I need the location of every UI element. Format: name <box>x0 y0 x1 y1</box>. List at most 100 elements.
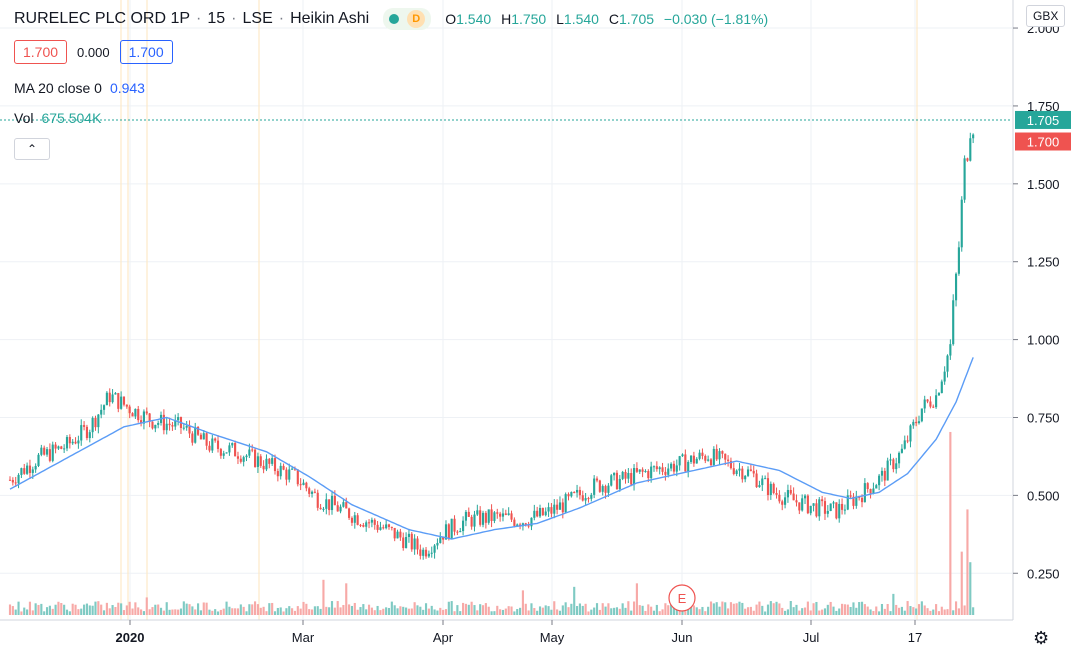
candle <box>880 467 884 482</box>
x-tick-label: Jun <box>672 630 693 645</box>
sell-price-button[interactable]: 1.700 <box>14 40 68 64</box>
volume-bar <box>114 606 117 615</box>
volume-bar <box>604 606 607 615</box>
volume-bar <box>208 609 211 615</box>
separator: · <box>196 10 202 27</box>
symbol-legend[interactable]: RURELEC PLC ORD 1P · 15 · LSE · Heikin A… <box>14 8 768 30</box>
candle <box>687 460 690 478</box>
candle <box>744 474 747 483</box>
candle <box>556 499 559 515</box>
candle <box>370 517 373 528</box>
candle <box>117 392 120 413</box>
volume-bar <box>396 608 399 615</box>
volume-bar <box>302 601 305 615</box>
svg-text:1.700: 1.700 <box>1027 135 1060 150</box>
candle <box>385 520 388 530</box>
volume-bar <box>28 601 32 615</box>
bid-ask-row: 1.700 0.000 1.700 <box>14 40 183 64</box>
candle <box>68 434 71 449</box>
candle <box>781 499 784 511</box>
candle <box>695 457 698 464</box>
candle <box>655 461 658 472</box>
candle <box>538 504 542 518</box>
candle <box>251 444 254 453</box>
interval-label[interactable]: 15 <box>207 10 226 27</box>
chart-style-label[interactable]: Heikin Ashi <box>290 10 370 27</box>
candle <box>319 503 322 510</box>
time-axis[interactable]: 2020 Mar Apr May Jun Jul 17 <box>0 619 1013 645</box>
gear-icon[interactable]: ⚙ <box>1033 628 1050 648</box>
candle <box>553 499 556 519</box>
candle <box>652 465 656 472</box>
candle <box>222 450 225 459</box>
candle <box>510 510 513 522</box>
volume-bar <box>367 604 371 615</box>
candle <box>137 405 140 423</box>
volume-bar <box>390 601 393 615</box>
volume-bar <box>544 605 547 615</box>
volume-bar <box>775 601 778 615</box>
volume-bar <box>769 601 772 615</box>
volume-bar <box>727 608 730 615</box>
volume-bar <box>424 603 428 615</box>
candle <box>499 511 502 522</box>
volume-bar <box>618 608 621 615</box>
candle <box>197 425 200 436</box>
volume-bar <box>393 605 396 615</box>
volume-bar <box>732 603 735 615</box>
candle <box>732 462 735 476</box>
candle <box>852 493 855 510</box>
volume-bar <box>433 609 436 615</box>
volume-bar <box>34 603 37 615</box>
candle <box>917 415 921 425</box>
volume-bar <box>587 611 590 615</box>
volume-bar <box>952 610 955 615</box>
volume-bar <box>325 606 328 615</box>
volume-bar <box>704 611 707 615</box>
volume-bar <box>929 610 932 615</box>
volume-bar <box>31 610 34 615</box>
candle <box>23 463 26 475</box>
volume-bar <box>120 603 123 615</box>
volume-bar <box>764 611 767 615</box>
volume-bar <box>430 605 433 615</box>
volume-bar <box>111 605 114 615</box>
ma-legend[interactable]: MA 20 close 0 0.943 <box>14 80 145 96</box>
volume-bar <box>541 607 544 615</box>
volume-bar <box>963 605 966 615</box>
currency-button[interactable]: GBX <box>1026 5 1066 27</box>
volume-bar <box>462 602 465 615</box>
candle <box>507 507 510 516</box>
candle <box>886 457 889 481</box>
volume-bar <box>202 602 205 615</box>
candle <box>496 508 499 519</box>
volume-bar <box>866 606 869 615</box>
candle <box>909 424 912 448</box>
volume-bar <box>915 608 918 615</box>
candle <box>729 457 733 470</box>
candle <box>37 453 40 468</box>
market-status-pill[interactable]: D <box>383 8 432 30</box>
candle <box>593 475 596 499</box>
volume-bar <box>197 603 200 615</box>
symbol-name[interactable]: RURELEC PLC ORD 1P <box>14 10 191 27</box>
volume-bar <box>85 603 89 615</box>
candle <box>310 490 314 498</box>
volume-legend[interactable]: Vol 675.504K <box>14 110 101 126</box>
candle <box>125 404 128 409</box>
candle <box>878 473 881 491</box>
volume-bar <box>26 609 29 615</box>
collapse-legend-button[interactable]: ⌃ <box>14 138 50 160</box>
volume-bar <box>818 610 821 615</box>
buy-price-button[interactable]: 1.700 <box>119 40 173 64</box>
volume-bar <box>387 607 391 615</box>
volume-bar <box>593 607 596 615</box>
volume-bar <box>476 610 479 615</box>
earnings-marker[interactable]: E <box>668 584 696 612</box>
volume-bar <box>63 604 66 615</box>
volume-bar <box>319 608 322 615</box>
volume-bar <box>285 608 288 615</box>
volume-bar <box>875 606 878 615</box>
